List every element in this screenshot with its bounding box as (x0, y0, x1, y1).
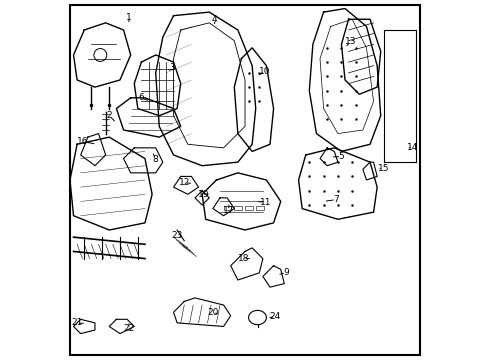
Text: 1: 1 (126, 13, 132, 22)
Text: 13: 13 (344, 37, 356, 46)
Text: 4: 4 (212, 15, 218, 24)
Text: 5: 5 (339, 152, 344, 161)
Text: 11: 11 (260, 198, 271, 207)
Text: 7: 7 (333, 195, 339, 204)
Text: 3: 3 (169, 63, 174, 72)
Text: 14: 14 (407, 143, 418, 152)
Text: 17: 17 (223, 206, 234, 215)
Text: 18: 18 (238, 254, 249, 263)
Text: 20: 20 (207, 309, 219, 318)
Text: 15: 15 (377, 164, 389, 173)
Text: 10: 10 (259, 67, 270, 76)
Text: 2: 2 (106, 111, 112, 120)
Text: 8: 8 (153, 155, 159, 164)
Bar (223, 206, 231, 210)
Text: 16: 16 (77, 137, 88, 146)
Text: 21: 21 (72, 318, 83, 327)
Text: 19: 19 (198, 190, 210, 199)
Bar (234, 206, 242, 210)
Text: 12: 12 (178, 178, 190, 187)
Text: 6: 6 (139, 93, 144, 102)
Bar (245, 206, 253, 210)
Text: 9: 9 (283, 268, 289, 277)
Text: 23: 23 (172, 231, 183, 240)
Text: 22: 22 (123, 324, 135, 333)
Bar (256, 206, 264, 210)
Text: 24: 24 (270, 312, 281, 321)
